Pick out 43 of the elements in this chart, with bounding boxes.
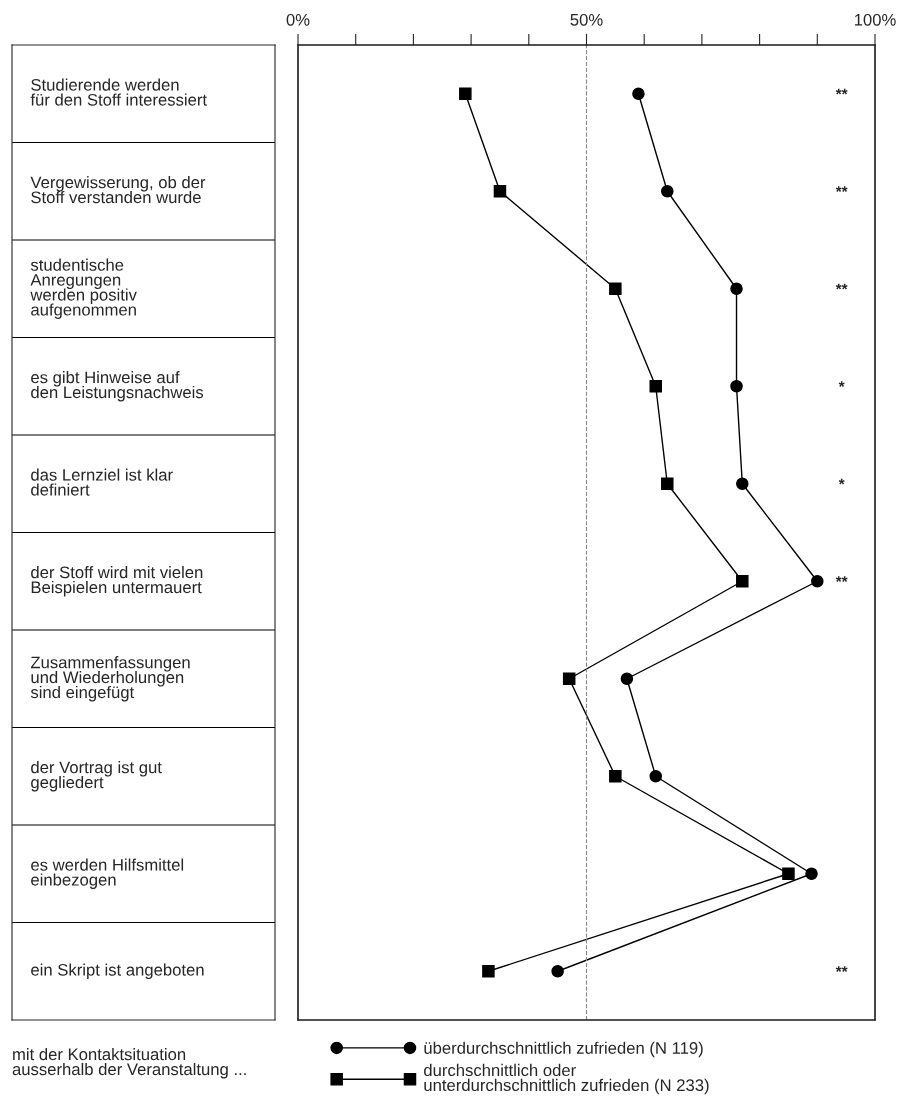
y2-tick-label: ** <box>835 186 848 192</box>
point <box>482 964 495 978</box>
point <box>730 282 743 296</box>
point <box>562 672 576 686</box>
point <box>661 477 674 491</box>
y-tick-label: Vergewisserung, ob der Stoff verstanden wurde <box>30 176 206 204</box>
point <box>661 184 674 198</box>
point <box>782 867 795 881</box>
y2-tick-label: ** <box>835 283 848 290</box>
y2-tick-label: * <box>838 478 845 485</box>
y-tick-label: Studierende werden für den Stoff interessiert <box>30 78 207 106</box>
y-tick-label: studentische Anregungen werden positiv aufgenommen <box>30 258 137 319</box>
y2-tick-label: ** <box>835 88 848 95</box>
y2-tick-label: ** <box>835 966 848 972</box>
y-tick-label: das Lernziel ist klar definiert <box>31 468 173 496</box>
legend-label: überdurchschnittlich zufrieden (N 119) <box>424 1041 703 1058</box>
x-tick-label: 0% <box>286 13 310 26</box>
point <box>551 964 564 978</box>
y-tick-label: der Stoff wird mit vielen Beispielen untermauert <box>31 566 203 597</box>
point <box>609 769 622 783</box>
point <box>649 379 662 393</box>
point <box>493 184 507 198</box>
point <box>811 574 824 588</box>
y-tick-label: Zusammenfassungen und Wiederholungen sind eingefügt <box>30 656 190 702</box>
x-tick-label: 50% <box>570 13 603 26</box>
point <box>649 769 662 783</box>
point <box>459 87 472 101</box>
legend-title: mit der Kontaktsituation ausserhalb der Veranstaltung ... <box>12 1048 246 1079</box>
y-tick-label: es gibt Hinweise auf den Leistungsnachweis <box>31 371 204 402</box>
y-tick-label: ein Skript ist angeboten <box>31 963 204 980</box>
point <box>736 477 749 491</box>
legend-label: durchschnittlich oder unterdurchschnittlich zufrieden (N 233) <box>424 1063 709 1095</box>
point <box>609 282 622 296</box>
point <box>632 87 645 101</box>
point <box>805 867 818 881</box>
y2-tick-label: ** <box>835 576 848 582</box>
y-tick-label: es werden Hilfsmittel einbezogen <box>31 858 184 889</box>
y2-tick-label: * <box>838 381 845 387</box>
point <box>620 672 634 686</box>
x-tick-label: 100% <box>854 13 896 26</box>
point <box>736 574 749 588</box>
y-tick-label: der Vortrag ist gut gegliedert <box>31 761 162 792</box>
point <box>730 379 743 393</box>
